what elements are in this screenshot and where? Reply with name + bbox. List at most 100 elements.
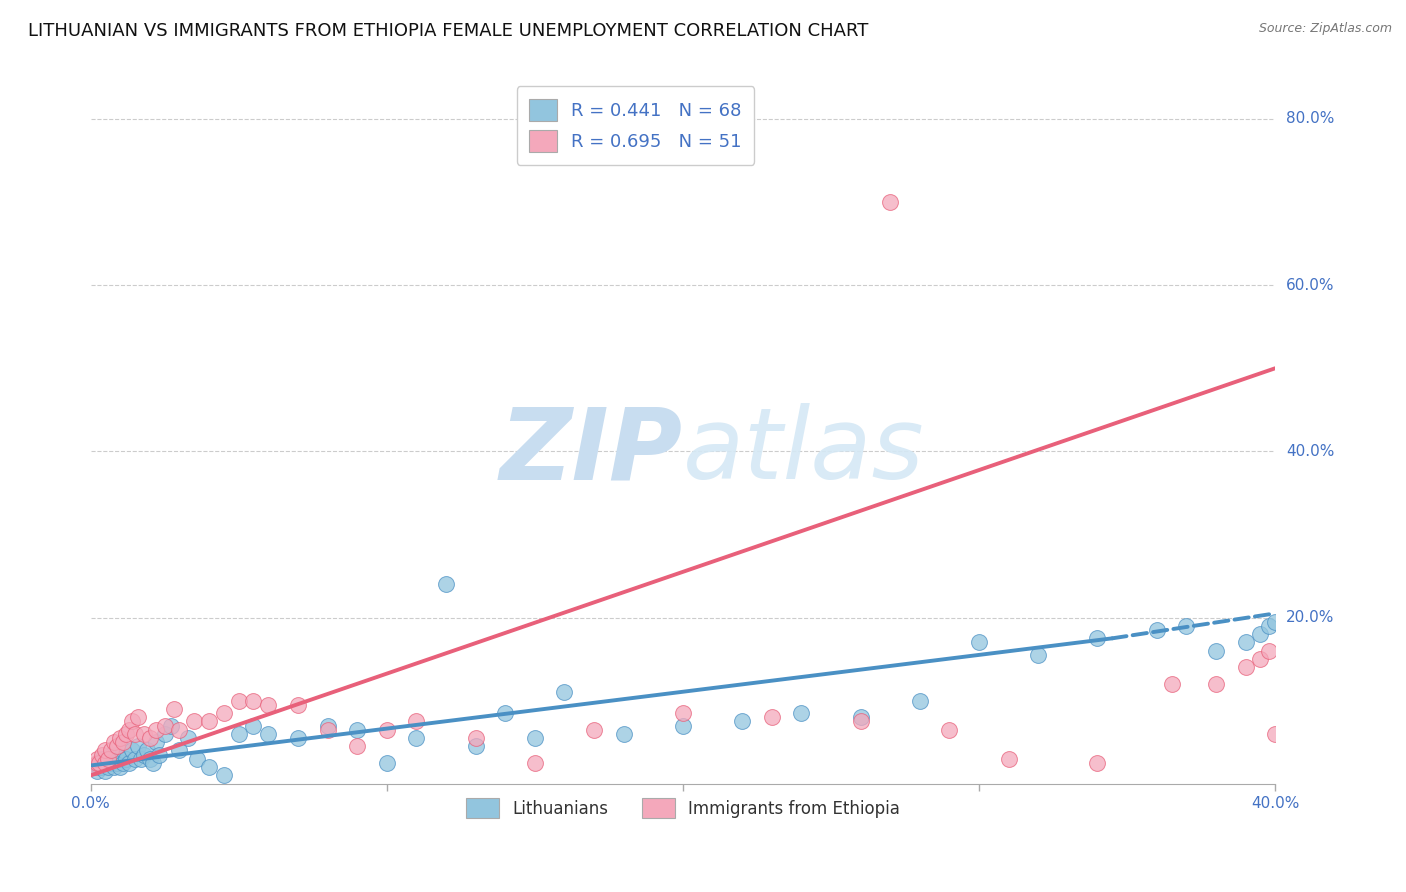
Point — [135, 743, 157, 757]
Text: atlas: atlas — [683, 403, 925, 500]
Point — [1026, 648, 1049, 662]
Point — [83, 760, 105, 774]
Point — [121, 743, 143, 757]
Point — [145, 735, 167, 749]
Point — [105, 739, 128, 754]
Point — [375, 756, 398, 770]
Point — [97, 752, 120, 766]
Point — [761, 710, 783, 724]
Point — [183, 714, 205, 729]
Point — [553, 685, 575, 699]
Point — [97, 760, 120, 774]
Point — [212, 768, 235, 782]
Point — [124, 752, 146, 766]
Point — [118, 756, 141, 770]
Point — [89, 756, 111, 770]
Point — [212, 706, 235, 720]
Point — [86, 764, 108, 779]
Point — [346, 739, 368, 754]
Point — [115, 752, 138, 766]
Text: 60.0%: 60.0% — [1286, 277, 1334, 293]
Point — [118, 723, 141, 737]
Point — [100, 756, 122, 770]
Point — [242, 718, 264, 732]
Point — [1234, 660, 1257, 674]
Point — [127, 739, 149, 754]
Point — [94, 756, 117, 770]
Point — [105, 747, 128, 762]
Point — [94, 743, 117, 757]
Point — [110, 731, 132, 745]
Point — [1087, 756, 1109, 770]
Point — [879, 195, 901, 210]
Point — [115, 727, 138, 741]
Point — [375, 723, 398, 737]
Point — [1249, 627, 1271, 641]
Point — [908, 693, 931, 707]
Point — [257, 727, 280, 741]
Point — [110, 752, 132, 766]
Point — [583, 723, 606, 737]
Point — [1234, 635, 1257, 649]
Point — [86, 756, 108, 770]
Point — [672, 718, 695, 732]
Point — [112, 743, 135, 757]
Point — [162, 702, 184, 716]
Point — [153, 727, 176, 741]
Point — [91, 752, 114, 766]
Point — [1160, 677, 1182, 691]
Point — [434, 577, 457, 591]
Point — [186, 752, 208, 766]
Point — [405, 714, 427, 729]
Text: 40.0%: 40.0% — [1286, 444, 1334, 458]
Point — [257, 698, 280, 712]
Point — [121, 714, 143, 729]
Point — [938, 723, 960, 737]
Point — [103, 735, 125, 749]
Point — [177, 731, 200, 745]
Point — [1175, 619, 1198, 633]
Point — [346, 723, 368, 737]
Point — [100, 743, 122, 757]
Point — [124, 727, 146, 741]
Point — [1264, 615, 1286, 629]
Point — [672, 706, 695, 720]
Point — [1258, 619, 1281, 633]
Point — [228, 693, 250, 707]
Point — [112, 735, 135, 749]
Point — [287, 698, 309, 712]
Point — [790, 706, 813, 720]
Point — [132, 727, 155, 741]
Text: 20.0%: 20.0% — [1286, 610, 1334, 625]
Point — [316, 723, 339, 737]
Point — [198, 760, 221, 774]
Text: 80.0%: 80.0% — [1286, 112, 1334, 127]
Legend: Lithuanians, Immigrants from Ethiopia: Lithuanians, Immigrants from Ethiopia — [458, 791, 907, 825]
Point — [145, 723, 167, 737]
Point — [105, 756, 128, 770]
Point — [159, 718, 181, 732]
Point — [228, 727, 250, 741]
Point — [94, 756, 117, 770]
Point — [83, 760, 105, 774]
Point — [1258, 644, 1281, 658]
Point — [967, 635, 990, 649]
Point — [94, 764, 117, 779]
Point — [613, 727, 636, 741]
Point — [242, 693, 264, 707]
Text: Source: ZipAtlas.com: Source: ZipAtlas.com — [1258, 22, 1392, 36]
Point — [1264, 727, 1286, 741]
Point — [127, 710, 149, 724]
Point — [1249, 652, 1271, 666]
Point — [464, 739, 486, 754]
Point — [731, 714, 754, 729]
Point — [198, 714, 221, 729]
Point — [97, 752, 120, 766]
Point — [139, 731, 162, 745]
Point — [110, 760, 132, 774]
Point — [1205, 677, 1227, 691]
Point — [103, 760, 125, 774]
Point — [100, 747, 122, 762]
Point — [169, 743, 191, 757]
Point — [1205, 644, 1227, 658]
